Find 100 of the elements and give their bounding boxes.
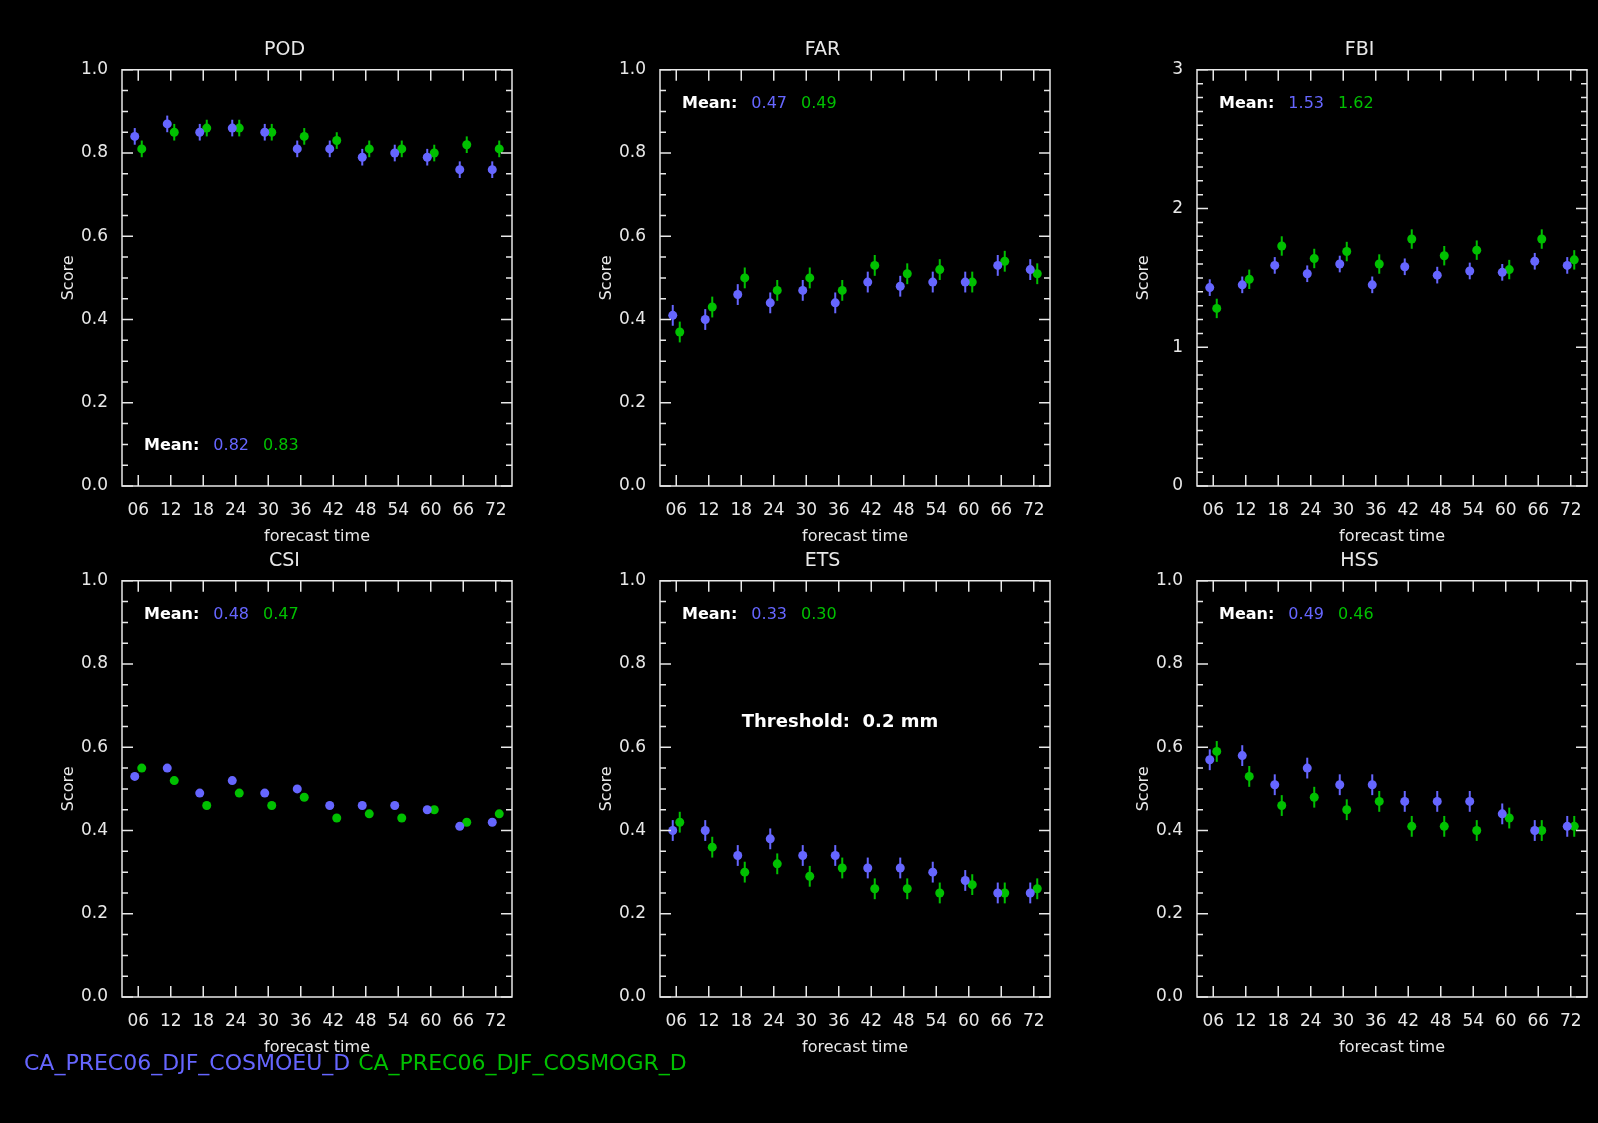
x-tick-label: 72 [1022,498,1045,519]
x-tick-label: 06 [665,498,688,519]
x-tick-label: 42 [322,498,345,519]
x-tick-label: 30 [1332,498,1355,519]
y-tick-label: 0.0 [618,985,646,1006]
x-tick-label: 06 [127,1009,150,1030]
x-tick-label: 24 [224,498,247,519]
x-tick-label: 66 [452,498,475,519]
annotation: Mean: [682,92,738,112]
x-tick-label: 72 [484,1009,507,1030]
x-tick-label: 48 [892,1009,915,1030]
x-tick-label: 18 [192,498,215,519]
annotation: Threshold: 0.2 mm [741,709,939,731]
x-tick-label: 36 [827,1009,850,1030]
chart-title: ETS [804,548,841,571]
annotation: 0.49 [800,92,837,112]
y-tick-label: 1.0 [618,569,646,590]
y-axis-title: Score [57,255,77,301]
x-tick-label: 42 [1397,1009,1420,1030]
x-tick-label: 18 [1267,1009,1290,1030]
chart-title: HSS [1340,548,1379,571]
x-tick-label: 36 [827,498,850,519]
y-axis-title: Score [1132,766,1152,812]
x-tick-label: 12 [159,498,182,519]
y-tick-label: 0.2 [80,391,108,412]
chart-title: FAR [804,37,841,60]
x-tick-label: 36 [1364,1009,1387,1030]
y-tick-label: 0.6 [80,735,108,756]
annotation: 0.82 [213,435,249,455]
x-axis-title: forecast time [802,1036,908,1056]
y-tick-label: 0.8 [80,652,108,673]
annotation: 1.62 [1337,92,1374,112]
y-tick-label: 0.0 [80,985,108,1006]
x-tick-label: 66 [1527,1009,1550,1030]
x-tick-label: 60 [1494,498,1517,519]
x-axis-title: forecast time [1339,1036,1445,1056]
y-tick-label: 1.0 [80,569,108,590]
y-tick-label: 1 [1172,335,1183,356]
x-tick-label: 12 [697,1009,720,1030]
y-tick-label: 2 [1172,196,1183,217]
y-tick-label: 0.2 [618,902,646,923]
y-tick-label: 0.4 [618,307,646,328]
x-tick-label: 18 [730,1009,753,1030]
annotation: 0.49 [1288,603,1324,623]
x-tick-label: 54 [925,1009,948,1030]
annotation: 0.48 [213,603,249,623]
x-tick-label: 72 [1559,1009,1582,1030]
y-tick-label: 0.8 [80,141,108,162]
y-tick-label: 3 [1172,58,1183,79]
x-tick-label: 42 [860,1009,883,1030]
x-tick-label: 72 [484,498,507,519]
y-tick-label: 0.6 [80,224,108,245]
y-tick-label: 0.0 [1155,985,1183,1006]
annotation: 0.83 [262,435,299,455]
annotation: Mean: [1219,603,1275,623]
x-tick-label: 54 [387,498,410,519]
y-tick-label: 0 [1172,474,1183,495]
x-tick-label: 60 [1494,1009,1517,1030]
x-axis-title: forecast time [802,525,908,545]
x-tick-label: 48 [354,1009,377,1030]
y-tick-label: 0.4 [80,818,108,839]
x-tick-label: 66 [1527,498,1550,519]
y-tick-label: 0.4 [618,818,646,839]
x-tick-label: 60 [419,498,442,519]
x-tick-label: 30 [1332,1009,1355,1030]
y-tick-label: 1.0 [618,58,646,79]
x-axis-title: forecast time [1339,525,1445,545]
x-tick-label: 60 [957,498,980,519]
x-tick-label: 06 [1202,498,1225,519]
annotation: Mean: [1219,92,1275,112]
x-tick-label: 36 [289,1009,312,1030]
annotation: Mean: [144,435,200,455]
x-tick-label: 66 [990,1009,1013,1030]
y-tick-label: 0.6 [618,224,646,245]
x-tick-label: 24 [1299,1009,1322,1030]
x-tick-label: 54 [1462,498,1485,519]
x-tick-label: 66 [452,1009,475,1030]
x-tick-label: 72 [1022,1009,1045,1030]
y-axis-title: Score [595,255,615,301]
x-tick-label: 30 [795,498,818,519]
x-tick-label: 30 [795,1009,818,1030]
x-tick-label: 36 [1364,498,1387,519]
x-tick-label: 48 [1429,1009,1452,1030]
y-tick-label: 0.0 [80,474,108,495]
y-tick-label: 0.4 [80,307,108,328]
x-tick-label: 24 [762,1009,785,1030]
y-tick-label: 1.0 [80,58,108,79]
x-tick-label: 42 [860,498,883,519]
chart-title: POD [263,37,306,60]
chart-title: CSI [269,548,300,571]
y-tick-label: 0.6 [1155,735,1183,756]
annotation: 0.46 [1337,603,1374,623]
x-tick-label: 66 [990,498,1013,519]
chart-title: FBI [1344,37,1375,60]
x-tick-label: 12 [1234,498,1257,519]
y-axis-title: Score [1132,255,1152,301]
y-tick-label: 0.2 [618,391,646,412]
x-tick-label: 18 [730,498,753,519]
annotation: 0.30 [800,603,837,623]
x-tick-label: 30 [257,498,280,519]
